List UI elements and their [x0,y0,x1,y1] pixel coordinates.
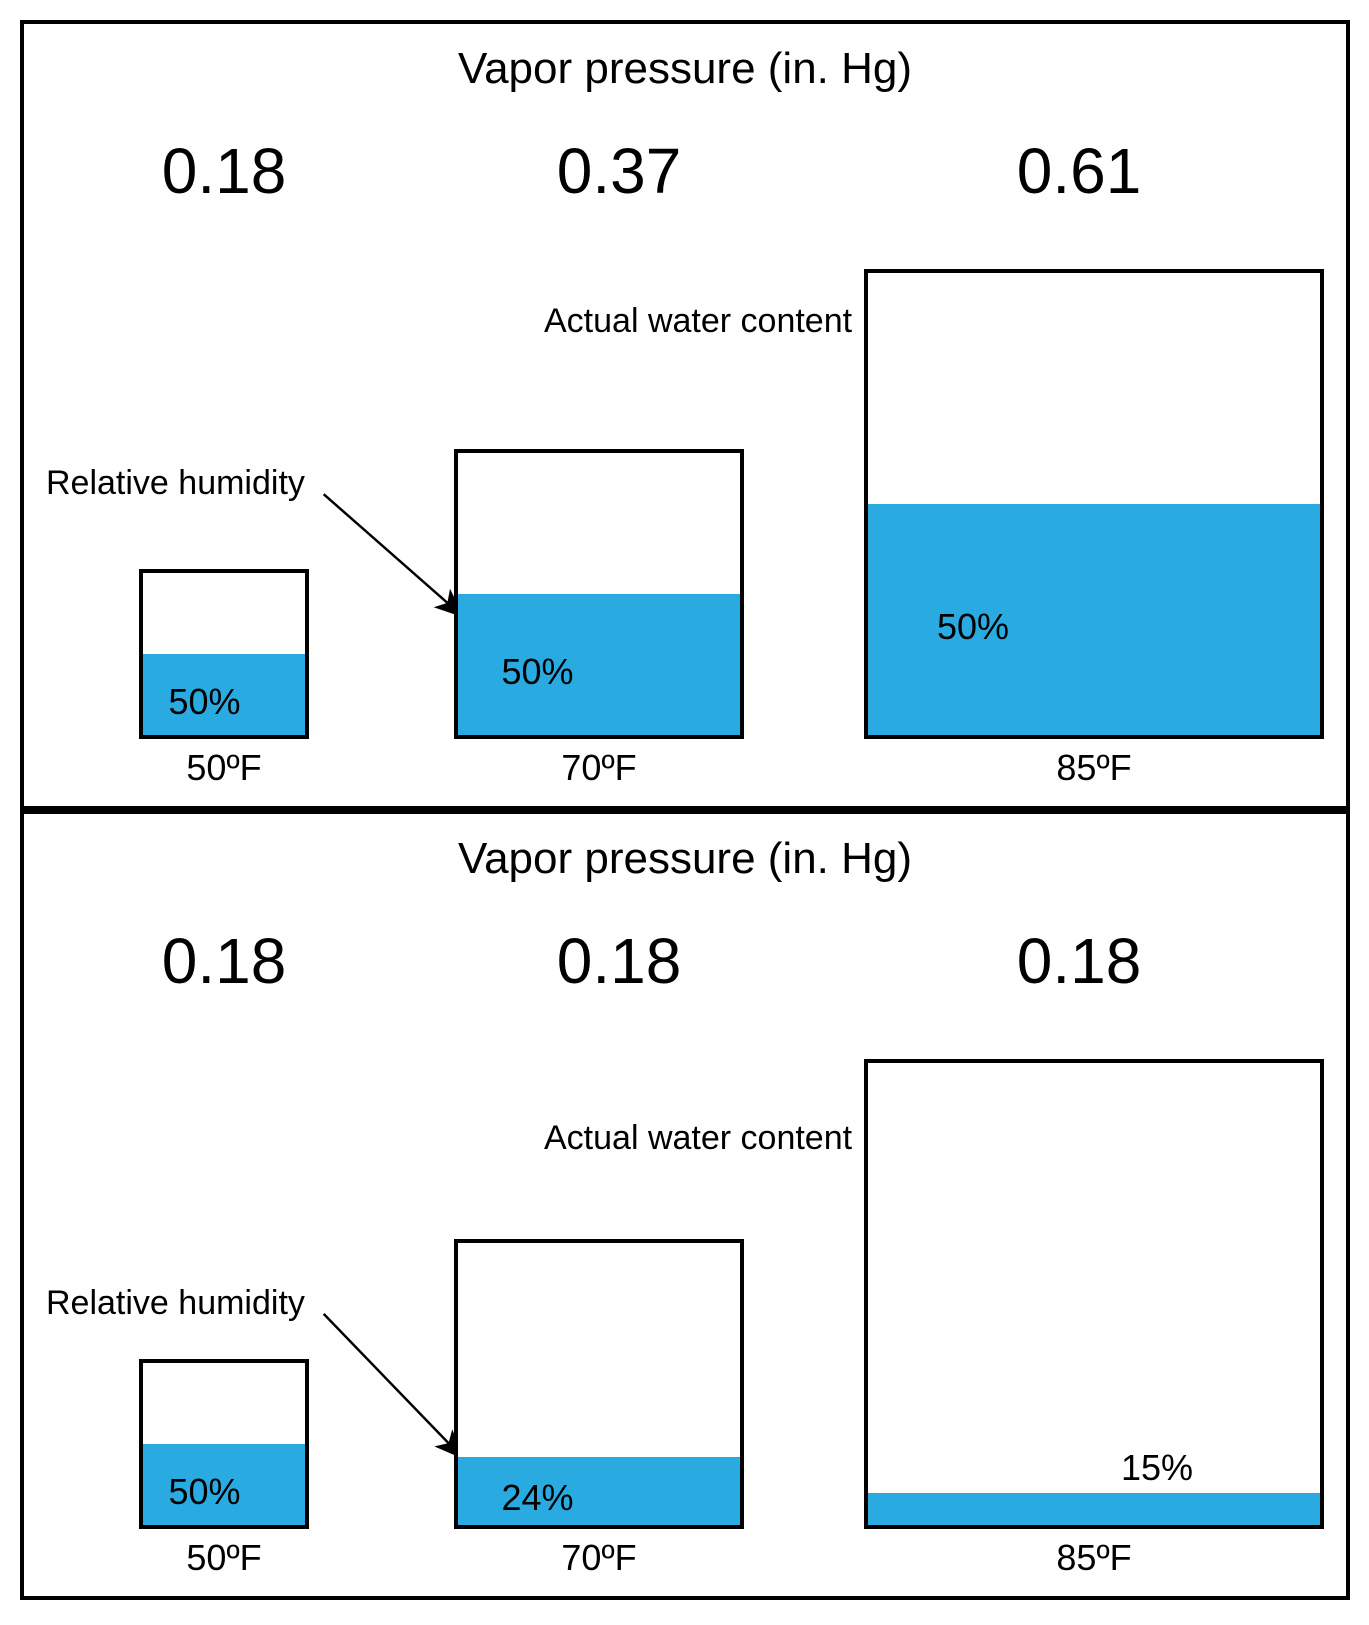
humidity-percent-label: 15% [1121,1447,1193,1489]
water-fill [868,1493,1320,1525]
vapor-pressure-value: 0.18 [74,134,374,208]
panel-title: Vapor pressure (in. Hg) [24,44,1346,94]
water-container: 50% [864,269,1324,739]
water-fill [458,594,740,735]
panel-title: Vapor pressure (in. Hg) [24,834,1346,884]
humidity-percent-label: 50% [169,1471,241,1513]
annotation-arrow [324,494,463,616]
vapor-pressure-value: 0.18 [469,924,769,998]
humidity-percent-label: 24% [502,1477,574,1519]
annotation-arrow [324,1314,463,1458]
actual-water-content-label: Actual water content [544,302,852,341]
vapor-pressure-value: 0.37 [469,134,769,208]
panel-top: Vapor pressure (in. Hg) 0.18 0.37 0.61 Relat… [20,20,1350,810]
temperature-label: 50ºF [124,1537,324,1579]
vapor-pressure-value: 0.18 [74,924,374,998]
vapor-pressure-value: 0.61 [929,134,1229,208]
relative-humidity-label: Relative humidity [46,1284,305,1323]
temperature-label: 50ºF [124,747,324,789]
temperature-label: 85ºF [994,747,1194,789]
water-container: 50% [454,449,744,739]
water-container: 50% [139,1359,309,1529]
temperature-label: 70ºF [499,1537,699,1579]
humidity-percent-label: 50% [169,681,241,723]
temperature-label: 85ºF [994,1537,1194,1579]
humidity-percent-label: 50% [502,651,574,693]
diagram-canvas: Vapor pressure (in. Hg) 0.18 0.37 0.61 Relat… [0,0,1369,1625]
water-container: 24% [454,1239,744,1529]
water-fill [458,1457,740,1525]
actual-water-content-label: Actual water content [544,1119,852,1158]
panel-bottom: Vapor pressure (in. Hg) 0.18 0.18 0.18 Relat… [20,810,1350,1600]
temperature-label: 70ºF [499,747,699,789]
relative-humidity-label: Relative humidity [46,464,305,503]
water-fill [868,504,1320,735]
humidity-percent-label: 50% [937,606,1009,648]
vapor-pressure-value: 0.18 [929,924,1229,998]
water-container: 50% [139,569,309,739]
water-container: 15% [864,1059,1324,1529]
